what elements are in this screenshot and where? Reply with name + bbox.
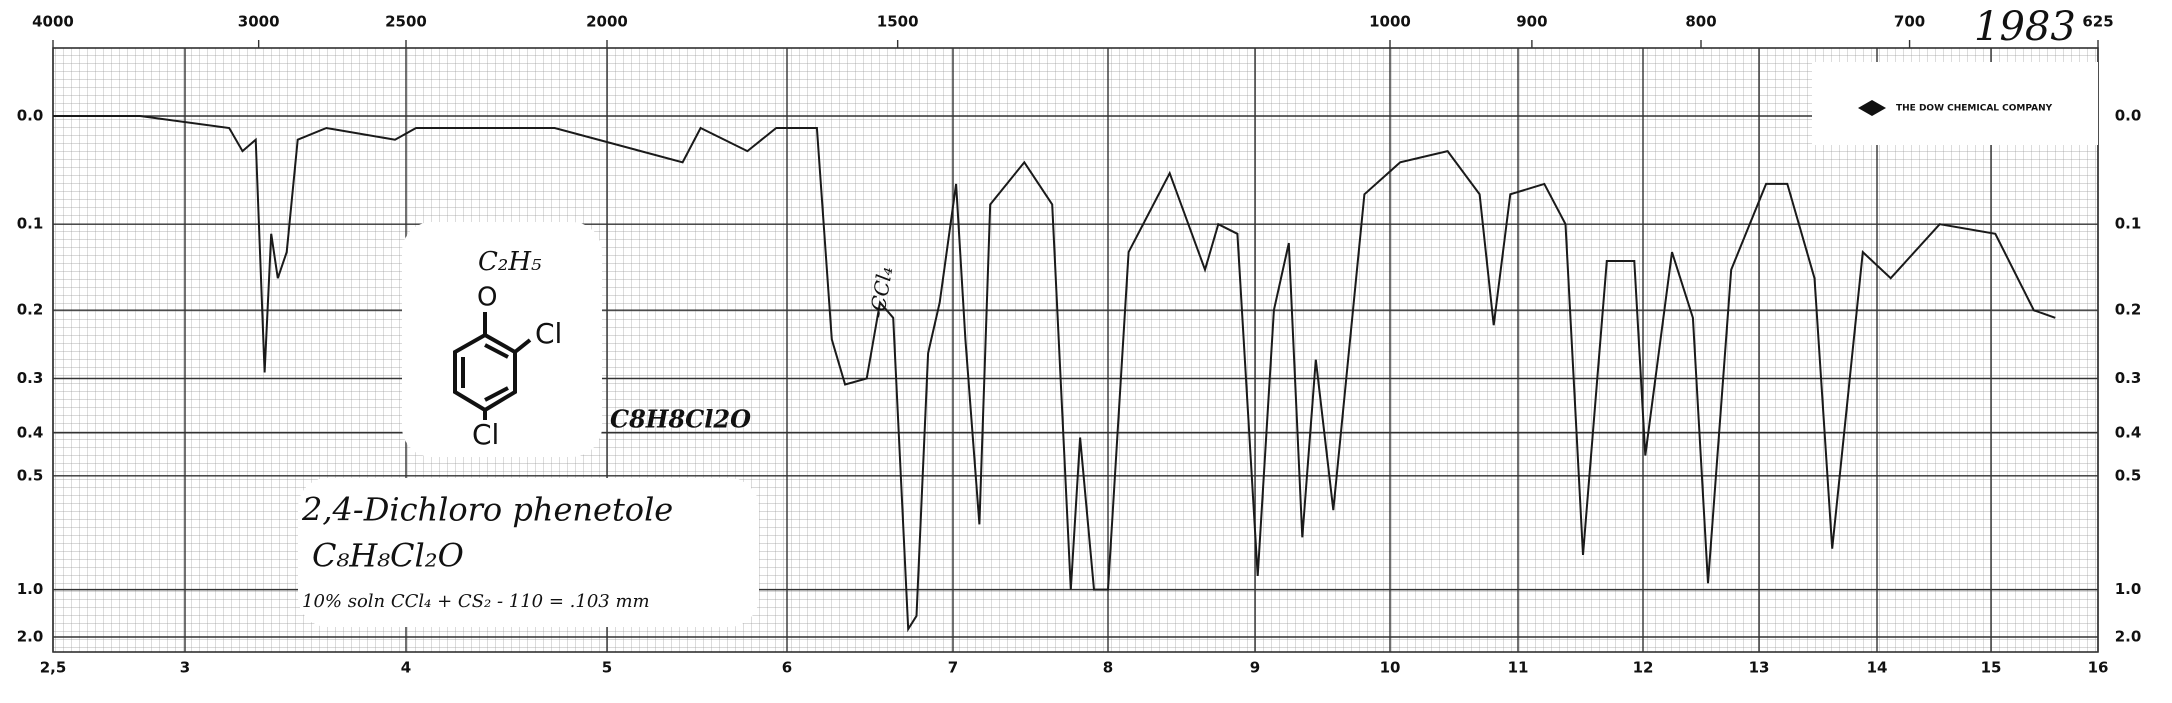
- y-tick-label-right: 0.5: [2115, 466, 2142, 484]
- marks: 2,5 3 4 5 6 7 8 9 10 11 12 13 14 15 16 4000 3000 2500 2000…: [17, 13, 2142, 677]
- logo-box: [1812, 62, 2098, 145]
- x-tick-label: 15: [1981, 659, 2002, 677]
- x2-tick-label: 3000: [238, 13, 280, 31]
- x2-tick-label: 1500: [877, 13, 919, 31]
- x-tick-label: 6: [782, 659, 792, 677]
- y-tick-label-right: 0.3: [2115, 369, 2142, 387]
- compound-name: 2,4-Dichloro phenetole: [301, 491, 673, 529]
- spectrum-line: [53, 115, 2056, 633]
- logo-text: THE DOW CHEMICAL COMPANY: [1896, 104, 2053, 114]
- x2-tick-label: 900: [1516, 13, 1547, 31]
- x2-tick-label: 4000: [32, 13, 74, 31]
- x2-tick-label: 2500: [385, 13, 427, 31]
- structure-cl-ortho: Cl: [535, 317, 562, 350]
- y-tick-label: 0.1: [17, 215, 44, 233]
- x-tick-label: 16: [2088, 659, 2109, 677]
- structure-cl-para: Cl: [472, 418, 499, 451]
- year-note: 1983: [1974, 4, 2076, 50]
- x-tick-label: 8: [1103, 659, 1113, 677]
- structure-oxygen: O: [477, 283, 497, 313]
- x-tick-label: 10: [1380, 659, 1401, 677]
- name-box: [298, 478, 759, 627]
- y-tick-label: 0.5: [17, 466, 44, 484]
- x-tick-label: 14: [1867, 659, 1888, 677]
- x-tick-label: 12: [1633, 659, 1654, 677]
- x2-tick-label: 700: [1894, 13, 1925, 31]
- y-tick-label-right: 1.0: [2115, 580, 2142, 598]
- x-tick-label: 5: [602, 659, 612, 677]
- x-tick-label: 7: [948, 659, 958, 677]
- sample-note: 10% soln CCl₄ + CS₂ - 110 = .103 mm: [302, 591, 650, 612]
- logo-diamond: [1858, 100, 1886, 116]
- y-tick-label-right: 0.2: [2115, 301, 2142, 319]
- y-tick-label: 1.0: [17, 580, 44, 598]
- y-tick-label-right: 2.0: [2115, 628, 2142, 646]
- x2-tick-label: 625: [2082, 13, 2113, 31]
- formula-stamp: C8H8Cl2O: [610, 405, 751, 434]
- y-tick-label: 0.0: [17, 107, 44, 125]
- y-tick-label: 2.0: [17, 628, 44, 646]
- x-tick-label: 4: [401, 659, 411, 677]
- y-tick-label-right: 0.4: [2115, 423, 2142, 441]
- y-tick-label-right: 0.0: [2115, 107, 2142, 125]
- x-tick-label: 2,5: [40, 659, 67, 677]
- x-tick-label: 13: [1749, 659, 1770, 677]
- x-tick-label: 3: [180, 659, 190, 677]
- x-tick-label: 9: [1250, 659, 1260, 677]
- structure-box: [402, 222, 602, 457]
- y-tick-label: 0.2: [17, 301, 44, 319]
- x2-tick-label: 2000: [586, 13, 628, 31]
- x-tick-label: 11: [1508, 659, 1529, 677]
- compound-formula: C₈H₈Cl₂O: [312, 537, 464, 575]
- y-tick-label: 0.3: [17, 369, 44, 387]
- y-tick-label-right: 0.1: [2115, 215, 2142, 233]
- y-tick-label: 0.4: [17, 423, 44, 441]
- x2-tick-label: 800: [1685, 13, 1716, 31]
- structure-ethyl: C₂H₅: [478, 247, 542, 277]
- x2-tick-label: 1000: [1369, 13, 1411, 31]
